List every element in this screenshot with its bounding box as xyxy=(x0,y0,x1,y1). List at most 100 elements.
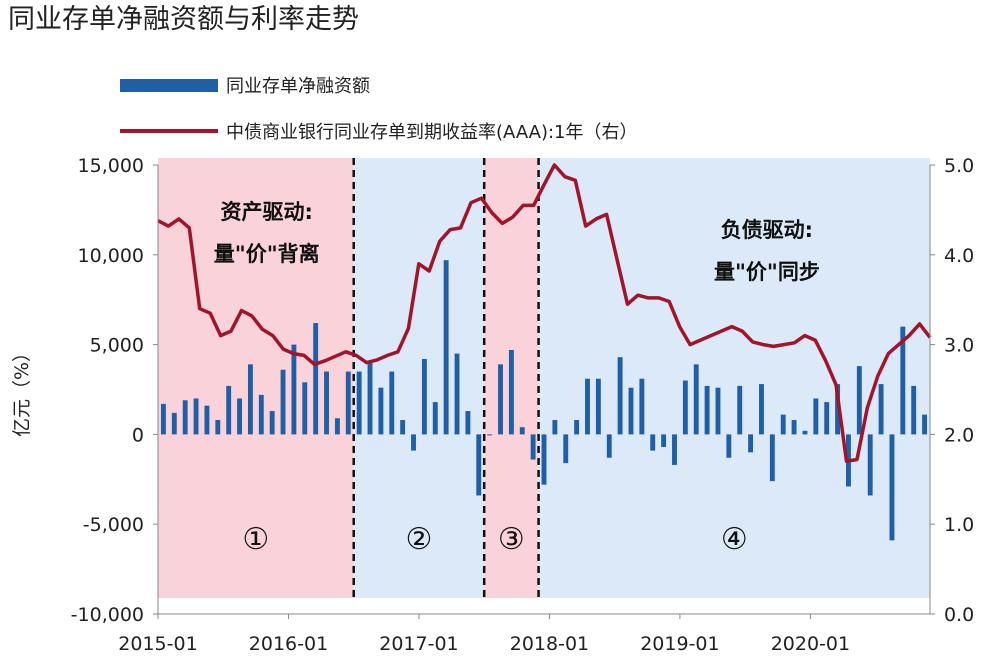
x-tick-label: 2019-01 xyxy=(640,633,719,655)
bar xyxy=(639,378,645,435)
right-tick-label: 5.0 xyxy=(944,155,974,177)
bar xyxy=(356,371,362,435)
bar xyxy=(704,385,710,435)
bar xyxy=(889,434,895,541)
bar xyxy=(334,418,340,435)
bar xyxy=(432,402,438,435)
x-tick-label: 2018-01 xyxy=(510,633,589,655)
bar xyxy=(878,384,884,435)
region-label-4: ④ xyxy=(721,522,748,557)
x-tick-label: 2015-01 xyxy=(118,633,197,655)
regions xyxy=(158,158,930,598)
bar xyxy=(737,385,743,435)
bar xyxy=(367,360,373,435)
bar xyxy=(911,385,917,435)
left-tick-label: 0 xyxy=(132,424,144,446)
bar xyxy=(530,434,536,460)
bar xyxy=(715,387,721,435)
legend-line-label: 中债商业银行同业存单到期收益率(AAA):1年（右） xyxy=(226,122,638,143)
bar xyxy=(280,369,286,435)
region-4 xyxy=(538,158,930,598)
axes xyxy=(157,165,931,615)
bar xyxy=(182,400,188,435)
bar xyxy=(661,434,667,447)
right-tick-labels: 0.0 1.0 2.0 3.0 4.0 5.0 xyxy=(930,155,974,626)
bar xyxy=(552,420,558,435)
bar xyxy=(226,385,232,435)
bar xyxy=(269,411,275,435)
left-tick-label: -5,000 xyxy=(83,514,144,536)
right-tick-label: 2.0 xyxy=(944,424,974,446)
bar xyxy=(302,382,308,435)
right-tick-label: 1.0 xyxy=(944,514,974,536)
bar xyxy=(682,380,688,435)
line-series xyxy=(157,163,932,464)
bar xyxy=(465,411,471,435)
bar xyxy=(193,398,199,435)
left-tick-label: 5,000 xyxy=(90,335,144,357)
bar xyxy=(454,353,460,435)
bar xyxy=(171,412,177,435)
bar xyxy=(574,420,580,435)
annotation-2-line-2: 量"价"同步 xyxy=(714,260,820,284)
bar xyxy=(900,326,906,435)
bar xyxy=(443,260,449,435)
bar xyxy=(237,398,242,435)
region-dividers xyxy=(352,158,540,598)
bar xyxy=(748,434,754,453)
bar xyxy=(759,384,764,435)
y-axis-label: 亿元（%） xyxy=(11,343,33,437)
bar xyxy=(835,384,841,435)
left-tick-label: -10,000 xyxy=(71,604,144,626)
region-label-2: ② xyxy=(406,522,433,557)
chart-title: 同业存单净融资额与利率走势 xyxy=(8,4,359,35)
bar xyxy=(617,357,623,435)
bar xyxy=(487,434,493,436)
bar xyxy=(672,434,677,465)
bar xyxy=(411,434,416,451)
bar xyxy=(922,414,928,435)
bar xyxy=(791,420,797,435)
legend-bar-label: 同业存单净融资额 xyxy=(226,76,370,97)
bar xyxy=(247,364,253,435)
legend: 同业存单净融资额 中债商业银行同业存单到期收益率(AAA):1年（右） xyxy=(120,76,638,143)
bar xyxy=(585,378,590,435)
bar xyxy=(693,364,699,435)
bar xyxy=(258,394,264,435)
bar xyxy=(650,434,656,451)
bar xyxy=(606,434,612,458)
x-tick-label: 2016-01 xyxy=(249,633,328,655)
bar xyxy=(498,364,503,435)
bar xyxy=(389,371,395,435)
bar xyxy=(595,378,601,435)
annotation-2-line-1: 负债驱动: xyxy=(721,218,813,242)
x-tick-label: 2017-01 xyxy=(379,633,458,655)
bar xyxy=(421,358,427,435)
right-tick-label: 4.0 xyxy=(944,245,974,267)
bar xyxy=(769,434,775,482)
bar xyxy=(519,427,525,435)
bar xyxy=(204,405,210,435)
bar xyxy=(476,434,482,496)
bar xyxy=(324,371,329,435)
bar xyxy=(345,371,351,435)
left-tick-labels: -10,000 -5,000 0 5,000 10,000 15,000 xyxy=(71,155,158,626)
bar xyxy=(508,349,514,435)
bar xyxy=(378,387,384,435)
region-labels: ① ② ③ ④ xyxy=(242,522,747,557)
yield-line xyxy=(157,163,932,464)
legend-bar-swatch xyxy=(120,79,218,92)
annotation-1-line-1: 资产驱动: xyxy=(221,200,313,224)
left-tick-label: 10,000 xyxy=(78,245,144,267)
bar xyxy=(160,403,166,435)
bar xyxy=(824,402,830,435)
bar xyxy=(813,398,819,435)
bar xyxy=(291,344,297,435)
region-2 xyxy=(353,158,485,598)
bar xyxy=(541,434,547,485)
bar xyxy=(726,434,732,458)
bar xyxy=(563,434,569,464)
region-label-3: ③ xyxy=(498,522,525,557)
bar xyxy=(780,414,786,435)
